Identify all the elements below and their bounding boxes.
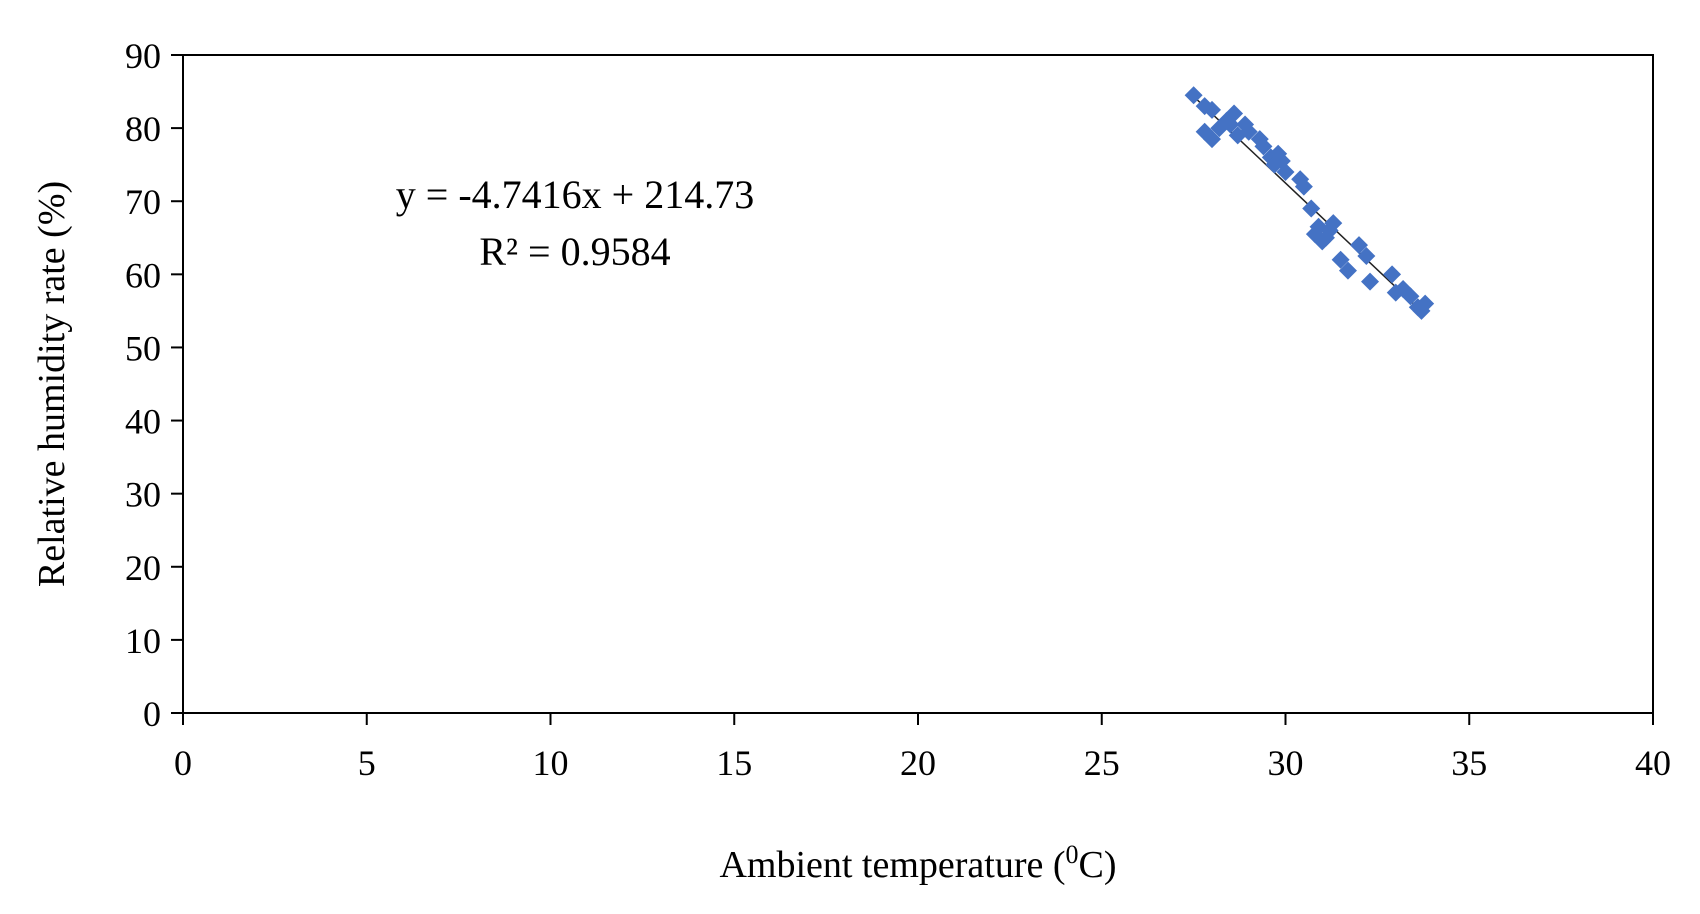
x-tick-label: 15 — [716, 743, 752, 783]
data-point — [1276, 162, 1295, 181]
x-tick-label: 5 — [358, 743, 376, 783]
y-axis: 0 10 20 30 40 50 60 70 80 90 — [125, 36, 183, 734]
y-tick-label: 70 — [125, 182, 161, 222]
y-tick-label: 40 — [125, 402, 161, 442]
data-point — [1383, 265, 1402, 284]
x-axis-title: Ambient temperature (0C) — [719, 840, 1116, 886]
data-point — [1239, 122, 1258, 141]
data-point — [1254, 137, 1273, 156]
x-axis: 0 5 10 15 20 25 30 35 40 — [174, 713, 1671, 783]
data-point — [1338, 261, 1357, 280]
y-tick-label: 60 — [125, 255, 161, 295]
x-tick-label: 20 — [900, 743, 936, 783]
data-point — [1350, 236, 1368, 255]
data-point — [1331, 250, 1350, 269]
data-point — [1302, 199, 1321, 218]
plot-area — [182, 54, 1654, 714]
y-tick-label: 0 — [143, 694, 161, 734]
data-point — [1361, 272, 1380, 291]
x-tick-label: 40 — [1635, 743, 1671, 783]
data-point — [1184, 86, 1203, 105]
y-tick-label: 90 — [125, 36, 161, 76]
data-point — [1225, 104, 1244, 123]
x-tick-label: 10 — [533, 743, 569, 783]
y-tick-label: 10 — [125, 621, 161, 661]
x-tick-label: 0 — [174, 743, 192, 783]
x-tick-label: 30 — [1268, 743, 1304, 783]
data-point — [1357, 247, 1376, 266]
y-axis-title: Relative humidity rate (%) — [31, 181, 73, 587]
x-axis-title-main: Ambient temperature ( — [719, 844, 1065, 886]
y-tick-label: 80 — [125, 109, 161, 149]
y-tick-label: 50 — [125, 328, 161, 368]
data-point — [1401, 287, 1420, 306]
data-point — [1294, 177, 1313, 196]
data-point — [1203, 100, 1221, 119]
x-axis-title-sup: 0 — [1066, 840, 1079, 869]
data-point — [1203, 130, 1221, 149]
y-tick-label: 20 — [125, 548, 161, 588]
trendline-equation: y = -4.7416x + 214.73 — [396, 172, 754, 217]
data-point — [1416, 294, 1435, 313]
r-squared-label: R² = 0.9584 — [479, 229, 670, 274]
data-points — [1184, 86, 1435, 320]
x-tick-label: 35 — [1451, 743, 1487, 783]
data-point — [1324, 214, 1343, 233]
x-tick-label: 25 — [1084, 743, 1120, 783]
y-tick-label: 30 — [125, 475, 161, 515]
x-axis-title-tail: C) — [1079, 844, 1117, 886]
